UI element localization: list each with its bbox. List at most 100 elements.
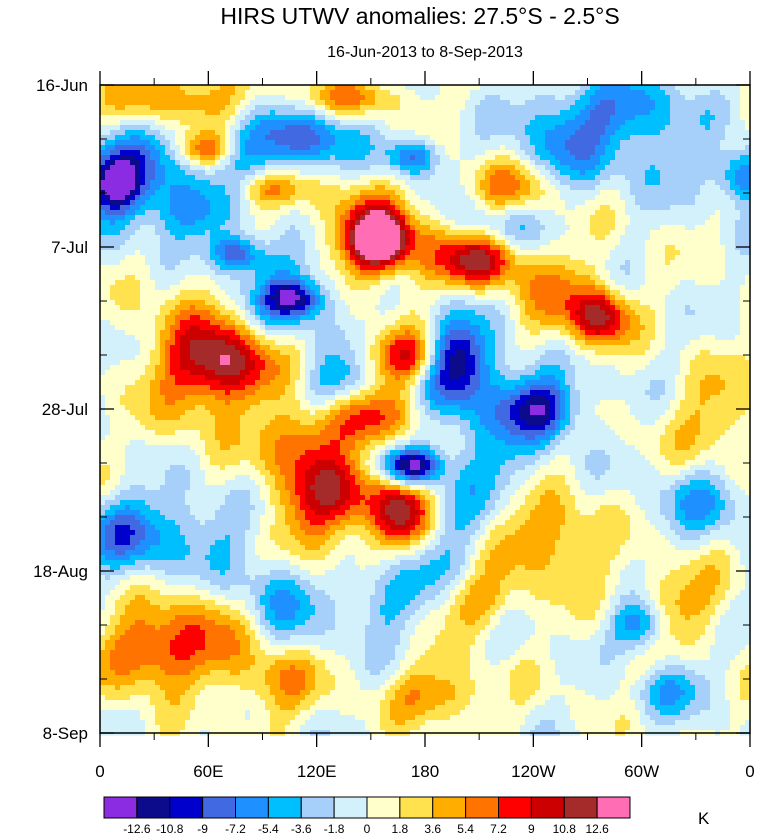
field-cell [470, 85, 476, 91]
field-cell [390, 235, 396, 241]
field-cell [190, 170, 196, 176]
field-cell [445, 265, 451, 271]
field-cell [150, 160, 156, 166]
field-cell [675, 150, 681, 156]
field-cell [625, 180, 631, 186]
field-cell [665, 190, 671, 196]
field-cell [670, 90, 676, 96]
field-cell [395, 200, 401, 206]
field-cell [295, 135, 301, 141]
field-cell [505, 220, 511, 226]
field-cell [210, 90, 216, 96]
field-cell [480, 210, 486, 216]
field-cell [555, 120, 561, 126]
field-cell [545, 140, 551, 146]
field-cell [190, 250, 196, 256]
field-cell [220, 115, 226, 121]
field-cell [155, 130, 161, 136]
field-cell [565, 240, 571, 246]
field-cell [720, 225, 726, 231]
field-cell [655, 90, 661, 96]
field-cell [220, 180, 226, 186]
field-cell [425, 115, 431, 121]
field-cell [350, 210, 356, 216]
field-cell [305, 200, 311, 206]
field-cell [485, 265, 491, 271]
field-cell [675, 165, 681, 171]
field-cell [430, 85, 436, 91]
field-cell [585, 170, 591, 176]
field-cell [175, 125, 181, 131]
field-cell [275, 120, 281, 126]
field-cell [500, 255, 506, 261]
field-cell [335, 245, 341, 251]
field-cell [550, 175, 556, 181]
field-cell [745, 195, 751, 201]
field-cell [700, 265, 706, 271]
field-cell [485, 165, 491, 171]
field-cell [210, 155, 216, 161]
field-cell [510, 245, 516, 251]
field-cell [705, 140, 711, 146]
field-cell [275, 200, 281, 206]
field-cell [625, 235, 631, 241]
field-cell [500, 130, 506, 136]
field-cell [645, 110, 651, 116]
field-cell [285, 185, 291, 191]
field-cell [275, 135, 281, 141]
field-cell [325, 175, 331, 181]
field-cell [510, 170, 516, 176]
field-cell [615, 140, 621, 146]
field-cell [570, 240, 576, 246]
field-cell [590, 190, 596, 196]
field-cell [280, 160, 286, 166]
field-cell [195, 155, 201, 161]
field-cell [325, 155, 331, 161]
field-cell [110, 140, 116, 146]
field-cell [525, 265, 531, 271]
field-cell [645, 120, 651, 126]
field-cell [600, 255, 606, 261]
field-cell [170, 150, 176, 156]
field-cell [580, 95, 586, 101]
field-cell [480, 230, 486, 236]
field-cell [275, 180, 281, 186]
field-cell [365, 250, 371, 256]
field-cell [335, 275, 341, 281]
field-cell [345, 265, 351, 271]
field-cell [610, 250, 616, 256]
field-cell [355, 115, 361, 121]
field-cell [590, 255, 596, 261]
field-cell [195, 185, 201, 191]
field-cell [270, 135, 276, 141]
field-cell [520, 100, 526, 106]
field-cell [285, 265, 291, 271]
field-cell [140, 120, 146, 126]
field-cell [575, 260, 581, 266]
field-cell [425, 155, 431, 161]
field-cell [265, 140, 271, 146]
field-cell [220, 110, 226, 116]
field-cell [410, 115, 416, 121]
field-cell [570, 100, 576, 106]
field-cell [185, 250, 191, 256]
field-cell [330, 155, 336, 161]
field-cell [160, 185, 166, 191]
field-cell [240, 210, 246, 216]
field-cell [675, 265, 681, 271]
field-cell [690, 220, 696, 226]
field-cell [675, 145, 681, 151]
field-cell [450, 85, 456, 91]
field-cell [325, 265, 331, 271]
field-cell [475, 130, 481, 136]
field-cell [115, 145, 121, 151]
field-cell [220, 220, 226, 226]
field-cell [510, 260, 516, 266]
field-cell [215, 130, 221, 136]
field-cell [145, 220, 151, 226]
field-cell [120, 165, 126, 171]
field-cell [245, 230, 251, 236]
field-cell [310, 95, 316, 101]
field-cell [410, 175, 416, 181]
field-cell [115, 165, 121, 171]
